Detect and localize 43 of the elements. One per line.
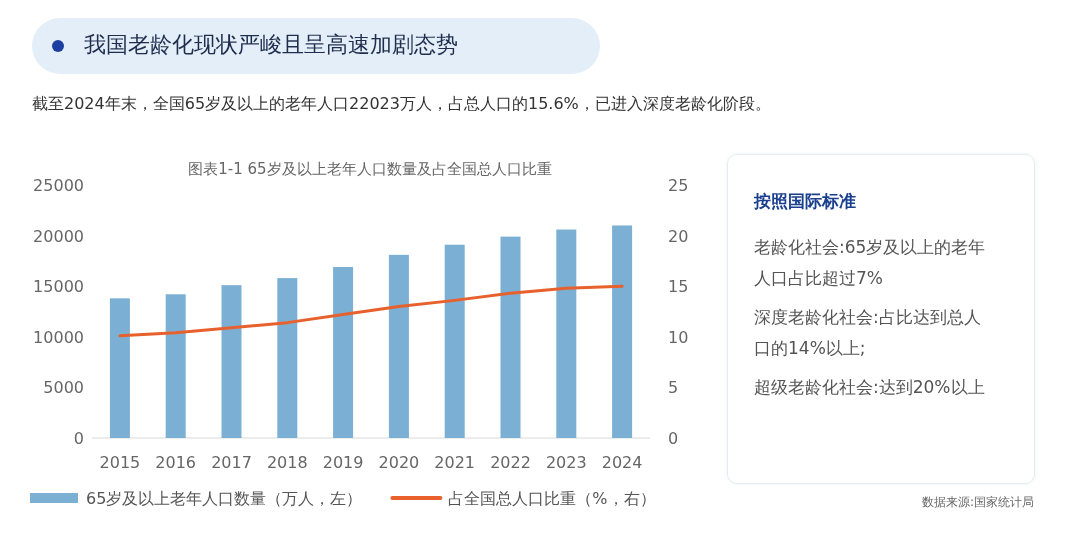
text: 老龄化社会:65岁及以上的老年人口占比超过7% — [754, 236, 987, 290]
line-series — [118, 284, 624, 338]
bar — [444, 244, 465, 438]
x-tick-label: 2021 — [434, 453, 476, 472]
y2-tick-label: 25 — [668, 176, 689, 195]
y2-tick-label: 15 — [668, 277, 689, 297]
source-note: 数据来源:国家统计局 — [921, 494, 1034, 511]
text: 超级老龄化社会:达到20%以上 — [754, 376, 986, 399]
y-tick-label: 15000 — [33, 277, 84, 297]
y2-tick-label: 0 — [668, 429, 679, 448]
chart-title: 我国老龄化现状严峻且呈高速加剧态势 — [84, 31, 458, 59]
bar — [612, 225, 633, 438]
bar — [221, 285, 242, 438]
y-tick-label: 0 — [73, 429, 84, 448]
x-tick-label: 2015 — [99, 453, 141, 472]
y-tick-label: 20000 — [33, 226, 84, 246]
bar — [388, 254, 409, 438]
x-tick-label: 2024 — [601, 453, 643, 472]
y-tick-label: 5000 — [43, 378, 84, 398]
text: 按照国际标准 — [754, 190, 856, 213]
y-tick-label: 10000 — [33, 327, 84, 347]
bar — [556, 229, 577, 438]
x-tick-label: 2022 — [490, 453, 531, 472]
chart-subtitle: 截至2024年末，全国65岁及以上的老年人口22023万人，占总人口的15.6%，已进入深度老龄化阶段。 — [32, 94, 771, 115]
x-tick-label: 2023 — [545, 453, 587, 472]
y2-tick-label: 5 — [668, 378, 679, 398]
y2-tick-label: 10 — [668, 327, 689, 347]
bar — [500, 236, 521, 438]
x-tick-label: 2019 — [322, 453, 364, 472]
legend-label: 占全国总人口比重（%，右） — [448, 489, 656, 508]
y2-tick-label: 20 — [668, 226, 689, 246]
x-tick-label: 2020 — [378, 453, 420, 472]
x-tick-label: 2018 — [266, 453, 308, 472]
text: 深度老龄化社会:占比达到总人口的14%以上; — [754, 306, 982, 360]
text: 图表1-1 65岁及以上老年人口数量及占全国总人口比重 — [187, 160, 553, 179]
y-tick-label: 25000 — [33, 176, 84, 195]
bar — [277, 278, 298, 438]
legend-label: 65岁及以上老年人口数量（万人，左） — [86, 489, 363, 508]
bar — [165, 294, 186, 438]
x-tick-label: 2016 — [155, 453, 197, 472]
bar — [333, 266, 354, 438]
bar — [109, 298, 130, 438]
x-tick-label: 2017 — [211, 453, 252, 472]
